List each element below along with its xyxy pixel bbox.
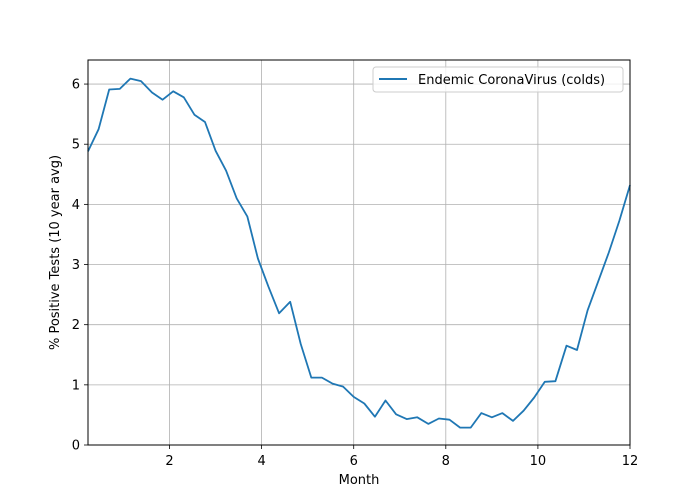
x-tick-label: 4	[257, 454, 265, 469]
plot-frame	[87, 59, 631, 446]
y-tick-label: 2	[72, 318, 80, 333]
grid-lines	[88, 60, 631, 446]
x-tick-label: 8	[442, 454, 450, 469]
legend: Endemic CoronaVirus (colds)	[372, 66, 624, 93]
y-tick-label: 6	[72, 78, 80, 93]
y-axis-ticks: 0 1 2 3 4 5 6	[72, 78, 88, 454]
y-tick-label: 1	[72, 378, 80, 393]
y-tick-label: 5	[72, 138, 80, 153]
x-axis-label: Month	[339, 473, 380, 488]
y-tick-label: 4	[72, 198, 80, 213]
y-tick-label: 0	[72, 439, 80, 454]
legend-box	[372, 66, 624, 93]
x-tick-label: 12	[622, 454, 639, 469]
x-tick-label: 10	[530, 454, 547, 469]
series-layer	[87, 77, 631, 429]
y-tick-label: 3	[72, 258, 80, 273]
legend-label: Endemic CoronaVirus (colds)	[418, 73, 605, 88]
x-axis-ticks: 2 4 6 8 10 12	[165, 445, 638, 469]
y-axis-label: % Positive Tests (10 year avg)	[48, 155, 63, 350]
x-tick-label: 6	[350, 454, 358, 469]
x-tick-label: 2	[165, 454, 173, 469]
series-line	[87, 77, 631, 429]
